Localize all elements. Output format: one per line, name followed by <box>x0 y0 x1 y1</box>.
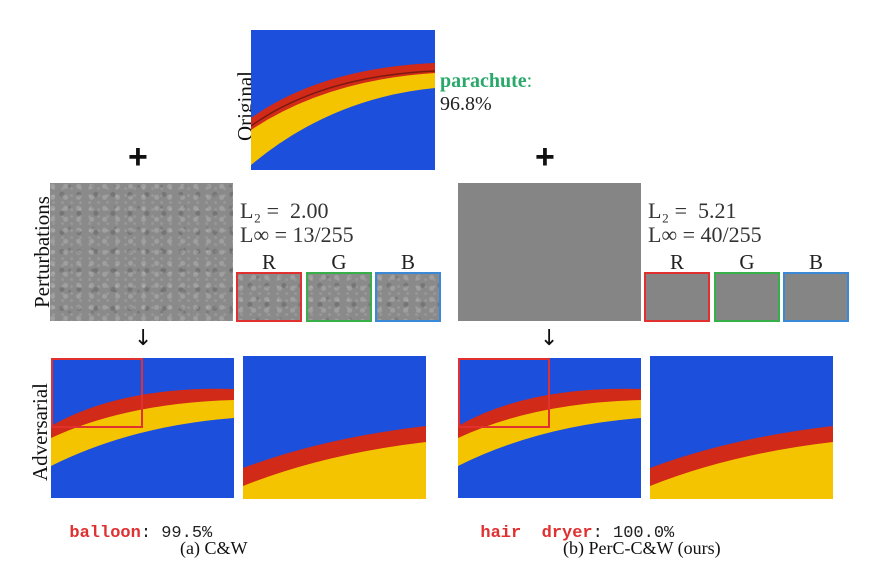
arrow-down-right: ↓ <box>540 326 559 351</box>
cw-adversarial-zoom <box>243 356 426 499</box>
row-label-adversarial: Adversarial <box>28 383 52 481</box>
perc-channel-r <box>644 272 710 322</box>
original-confidence: 96.8% <box>440 93 492 115</box>
perc-adversarial-image <box>458 358 641 498</box>
cw-channel-b <box>375 272 441 322</box>
perc-channel-label-b: B <box>808 250 823 274</box>
perc-adversarial-label: hair dryer <box>480 524 593 543</box>
perc-adversarial-prediction: hair dryer: 100.0% <box>480 524 675 543</box>
cw-linf-norm: L∞ = 13/255 <box>240 222 354 247</box>
cw-channel-g <box>306 272 372 322</box>
perc-l2-norm: L₂ = 5.21 <box>648 198 737 223</box>
original-class-colon: : <box>526 70 533 92</box>
cw-adversarial-label: balloon <box>69 524 141 543</box>
cw-channel-label-g: G <box>331 250 347 274</box>
perc-adversarial-zoom <box>650 356 833 499</box>
cw-adversarial-confidence: 99.5% <box>161 524 213 543</box>
cw-perturbation-image <box>50 183 233 321</box>
perc-perturbation-image <box>458 183 641 321</box>
cw-l2-norm: L₂ = 2.00 <box>240 198 329 223</box>
cw-channel-label-r: R <box>261 250 276 274</box>
cw-channel-label-b: B <box>400 250 415 274</box>
original-image <box>251 30 435 170</box>
caption-perc-cw: (b) PerC-C&W (ours) <box>563 538 721 558</box>
perc-channel-label-r: R <box>669 250 684 274</box>
perc-channel-label-g: G <box>739 250 755 274</box>
cw-adversarial-image <box>51 358 234 498</box>
perc-adversarial-confidence: 100.0% <box>613 524 675 543</box>
perc-channel-b <box>783 272 849 322</box>
original-class-label: parachute <box>440 70 527 92</box>
plus-sign-right: + <box>535 138 555 176</box>
original-prediction: parachute: 96.8% <box>440 70 532 116</box>
cw-channel-r <box>236 272 302 322</box>
arrow-down-left: ↓ <box>134 326 153 351</box>
perc-channel-g <box>714 272 780 322</box>
cw-adversarial-prediction: balloon: 99.5% <box>69 524 213 543</box>
plus-sign-left: + <box>128 138 148 176</box>
perc-linf-norm: L∞ = 40/255 <box>648 222 762 247</box>
caption-cw: (a) C&W <box>180 538 248 558</box>
